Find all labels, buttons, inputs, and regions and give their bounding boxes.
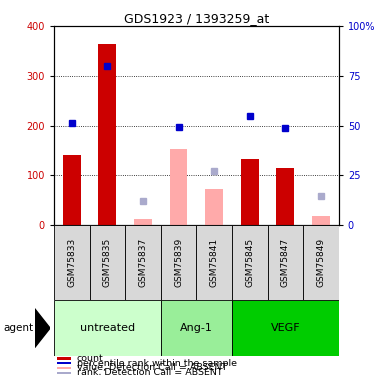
- Bar: [161, 300, 232, 356]
- Text: rank, Detection Call = ABSENT: rank, Detection Call = ABSENT: [77, 368, 222, 375]
- Title: GDS1923 / 1393259_at: GDS1923 / 1393259_at: [124, 12, 269, 25]
- Bar: [268, 225, 303, 300]
- Bar: [57, 367, 71, 369]
- Bar: [57, 362, 71, 364]
- Bar: [161, 225, 196, 300]
- Bar: [57, 357, 71, 360]
- Text: untreated: untreated: [80, 323, 135, 333]
- Bar: [99, 44, 116, 225]
- Bar: [57, 372, 71, 374]
- Text: GSM75839: GSM75839: [174, 238, 183, 287]
- Text: count: count: [77, 354, 104, 363]
- Text: GSM75837: GSM75837: [139, 238, 147, 287]
- Bar: [276, 168, 294, 225]
- Bar: [54, 225, 90, 300]
- Bar: [196, 225, 232, 300]
- Bar: [312, 216, 330, 225]
- Text: GSM75833: GSM75833: [67, 238, 76, 287]
- Text: VEGF: VEGF: [271, 323, 300, 333]
- Text: agent: agent: [4, 323, 34, 333]
- Text: GSM75849: GSM75849: [316, 238, 325, 287]
- Bar: [63, 155, 80, 225]
- Bar: [303, 225, 339, 300]
- Text: GSM75847: GSM75847: [281, 238, 290, 287]
- Bar: [90, 225, 125, 300]
- Bar: [54, 300, 161, 356]
- Text: Ang-1: Ang-1: [180, 323, 213, 333]
- Text: value, Detection Call = ABSENT: value, Detection Call = ABSENT: [77, 363, 227, 372]
- Text: percentile rank within the sample: percentile rank within the sample: [77, 359, 237, 368]
- Bar: [232, 225, 268, 300]
- Bar: [125, 225, 161, 300]
- Polygon shape: [35, 309, 50, 348]
- Bar: [241, 159, 259, 225]
- Bar: [232, 300, 339, 356]
- Bar: [170, 150, 187, 225]
- Text: GSM75841: GSM75841: [210, 238, 219, 287]
- Text: GSM75845: GSM75845: [245, 238, 254, 287]
- Text: GSM75835: GSM75835: [103, 238, 112, 287]
- Bar: [205, 189, 223, 225]
- Bar: [134, 219, 152, 225]
